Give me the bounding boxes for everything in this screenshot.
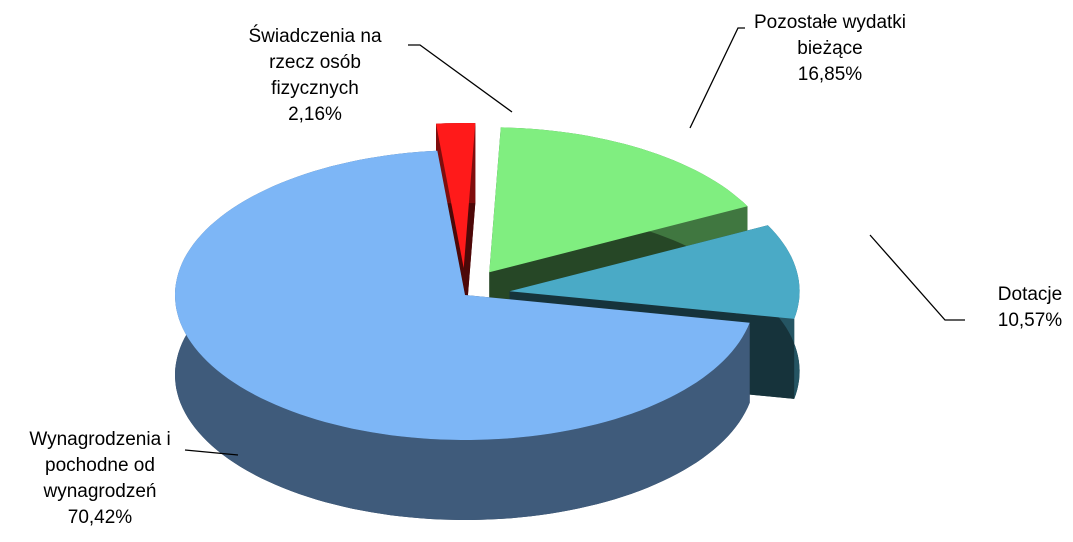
slice-label: Pozostałe wydatki bieżące: [754, 12, 906, 59]
leader-line: [408, 44, 513, 113]
slice: [436, 123, 476, 268]
slice-label: Dotacje: [998, 284, 1062, 305]
leader-line: [869, 234, 965, 321]
value-label: 16,85%: [798, 64, 863, 85]
leader-line: [184, 449, 239, 456]
value-label: 70,42%: [68, 507, 133, 528]
slice: [509, 225, 800, 319]
slice-label: Świadczenia na rzecz osób fizycznych: [248, 25, 382, 99]
label-line: wynagrodzeń: [42, 481, 156, 502]
label-line: Pozostałe wydatki: [754, 12, 906, 33]
leader-line: [689, 27, 745, 129]
label-line: bieżące: [797, 38, 863, 59]
label-line: Świadczenia na: [248, 25, 382, 47]
slice-label: Wynagrodzenia i pochodne od wynagrodzeń: [29, 429, 170, 502]
label-line: fizycznych: [271, 78, 359, 99]
slice: [175, 150, 750, 440]
value-label: 2,16%: [288, 104, 342, 125]
slice: [489, 127, 748, 273]
label-line: pochodne od: [45, 455, 155, 476]
label-line: Wynagrodzenia i: [29, 429, 170, 450]
label-line: rzecz osób: [269, 52, 361, 73]
value-label: 10,57%: [998, 310, 1063, 331]
label-line: Dotacje: [998, 284, 1062, 305]
